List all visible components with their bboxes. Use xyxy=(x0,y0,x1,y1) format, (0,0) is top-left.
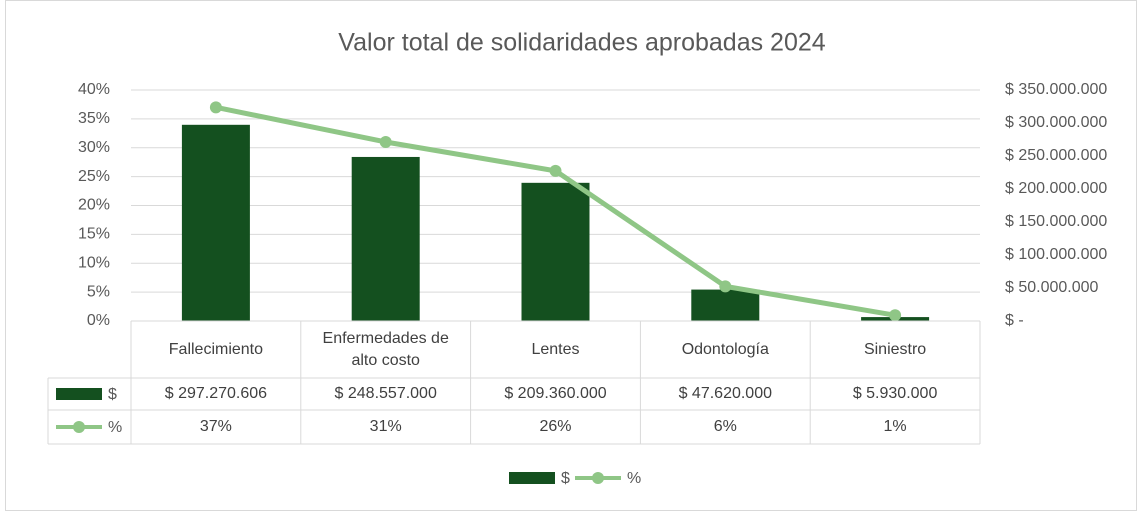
table-value: 31% xyxy=(369,418,402,436)
y-tick-label: 5% xyxy=(87,283,110,300)
y-tick-label: 20% xyxy=(78,197,110,214)
table-value-text: $ 5.930.000 xyxy=(852,385,938,403)
y2-tick-label: $ 250.000.000 xyxy=(1005,147,1107,164)
table-value: 6% xyxy=(713,418,737,436)
table-value-text: $ 47.620.000 xyxy=(678,385,772,403)
table-value: $ 297.270.606 xyxy=(164,385,268,403)
legend-key xyxy=(509,472,555,484)
line-marker xyxy=(549,164,562,177)
table-value-text: 31% xyxy=(369,418,402,436)
table-value-text: 26% xyxy=(539,418,572,436)
table-value: 37% xyxy=(199,418,232,436)
y2-tick-label: $ 350.000.000 xyxy=(1005,81,1107,98)
category-label: Lentes xyxy=(531,340,580,358)
table-series-name: $ xyxy=(108,386,117,403)
y2-tick-label: $ 150.000.000 xyxy=(1005,213,1107,230)
bar xyxy=(521,182,590,321)
table-value-text: $ 248.557.000 xyxy=(334,385,437,403)
y-tick-label: 35% xyxy=(78,110,110,127)
category-label: Odontología xyxy=(681,340,769,358)
y-tick-label: 15% xyxy=(78,226,110,243)
table-value-text: 1% xyxy=(883,418,907,436)
table-value: 26% xyxy=(539,418,572,436)
category-label: Enfermedades de alto costo xyxy=(322,329,449,369)
category-label: Siniestro xyxy=(863,340,927,358)
legend-label: % xyxy=(627,470,641,487)
legend-label: $ xyxy=(561,470,570,487)
table-value-text: $ 297.270.606 xyxy=(164,385,268,403)
bar xyxy=(351,156,420,321)
chart-title: Valor total de solidaridades aprobadas 2… xyxy=(338,29,825,57)
y-tick-label: 10% xyxy=(78,254,110,271)
category-label-text: Enfermedades de alto costo xyxy=(322,329,449,369)
bar xyxy=(691,289,760,321)
table-value: $ 5.930.000 xyxy=(852,385,938,403)
table-value-text: $ 209.360.000 xyxy=(504,385,607,403)
y2-tick-label: $ 100.000.000 xyxy=(1005,246,1107,263)
table-value-text: 6% xyxy=(713,418,737,436)
table-key xyxy=(56,388,102,400)
category-label-text: Odontología xyxy=(681,340,769,358)
y2-tick-label: $ 50.000.000 xyxy=(1005,279,1099,296)
y2-tick-label: $ 200.000.000 xyxy=(1005,180,1107,197)
line-marker xyxy=(379,135,392,148)
table-key xyxy=(73,421,85,433)
y2-tick-label: $ - xyxy=(1005,312,1024,329)
table-series-name: % xyxy=(108,419,122,436)
category-label-text: Siniestro xyxy=(863,340,927,358)
table-value: $ 47.620.000 xyxy=(678,385,772,403)
y-tick-label: 0% xyxy=(87,312,110,329)
category-label-text: Lentes xyxy=(531,340,580,358)
y-tick-label: 30% xyxy=(78,139,110,156)
line-marker xyxy=(889,309,902,322)
table-value: $ 209.360.000 xyxy=(504,385,607,403)
y2-tick-label: $ 300.000.000 xyxy=(1005,114,1107,131)
y-tick-label: 40% xyxy=(78,81,110,98)
legend-key xyxy=(592,472,604,484)
y-tick-label: 25% xyxy=(78,168,110,185)
table-value-text: 37% xyxy=(199,418,232,436)
line-marker xyxy=(719,280,732,293)
category-label-text: Fallecimiento xyxy=(168,340,264,358)
category-label: Fallecimiento xyxy=(168,340,264,358)
line-marker xyxy=(209,101,222,114)
bar xyxy=(181,124,250,322)
table-value: 1% xyxy=(883,418,907,436)
table-value: $ 248.557.000 xyxy=(334,385,437,403)
